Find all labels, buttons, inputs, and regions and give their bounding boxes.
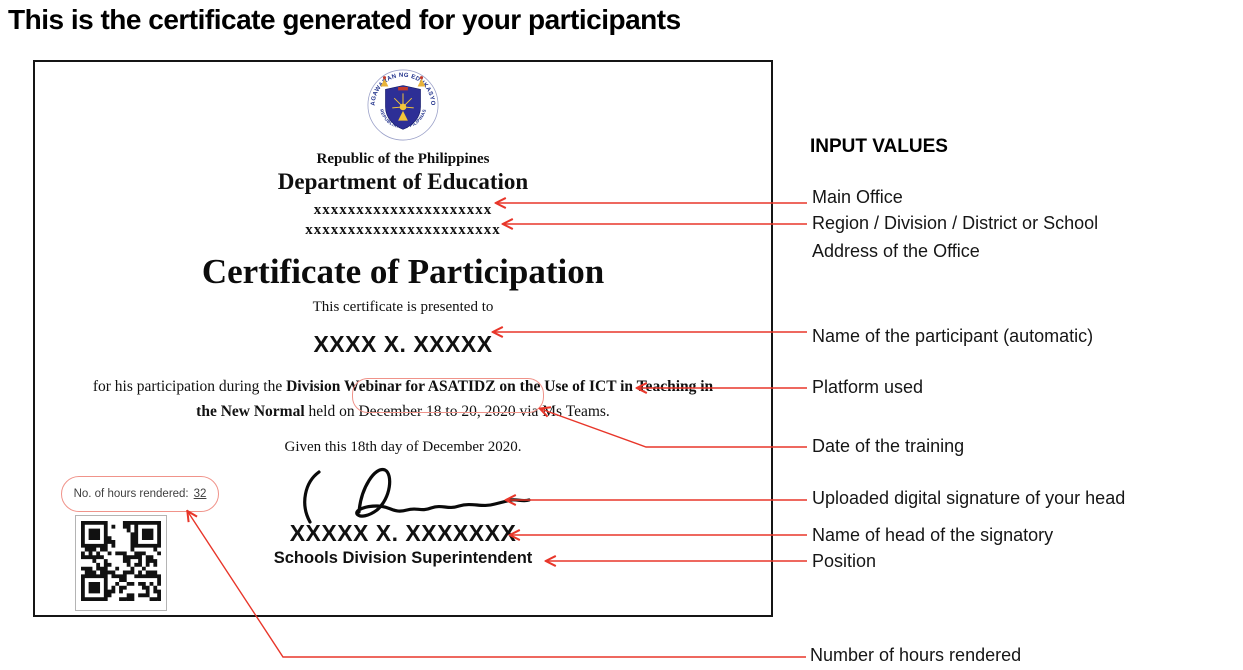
label-position: Position bbox=[812, 551, 877, 571]
deped-seal-icon: KAGAWARAN NG EDUKASYON REPUBLIKA NG PILI… bbox=[35, 64, 771, 147]
label-head-name: Name of head of the signatory bbox=[812, 525, 1054, 545]
signature-icon bbox=[303, 468, 531, 524]
given-line: Given this 18th day of December 2020. bbox=[284, 439, 522, 455]
certificate: KAGAWARAN NG EDUKASYON REPUBLIKA NG PILI… bbox=[33, 60, 773, 617]
certificate-title: Certificate of Participation bbox=[201, 252, 605, 291]
certificate-content: KAGAWARAN NG EDUKASYON REPUBLIKA NG PILI… bbox=[35, 62, 771, 456]
signatory-name: XXXXX X. XXXXXXX bbox=[289, 520, 517, 546]
hours-rendered-value: 32 bbox=[193, 488, 207, 500]
label-hours-rendered: Number of hours rendered bbox=[810, 645, 1022, 665]
hours-rendered-badge: No. of hours rendered: 32 bbox=[61, 476, 219, 512]
presented-line: This certificate is presented to bbox=[312, 299, 494, 315]
signatory-position: Schools Division Superintendent bbox=[273, 549, 533, 567]
input-values-header: INPUT VALUES bbox=[810, 136, 948, 157]
label-participant-name: Name of the participant (automatic) bbox=[812, 326, 1094, 346]
republic-line: Republic of the Philippines bbox=[316, 151, 490, 167]
training-date: December 18 to 20, 2020 bbox=[358, 403, 516, 420]
label-main-office: Main Office bbox=[812, 187, 903, 207]
hours-rendered-label: No. of hours rendered: bbox=[73, 488, 189, 500]
label-region-division: Region / Division / District or School bbox=[812, 213, 1099, 233]
platform-used: via Ms Teams. bbox=[515, 403, 610, 420]
label-office-address: Address of the Office bbox=[812, 241, 980, 261]
participant-name: XXXX X. XXXXX bbox=[313, 331, 493, 357]
department-line: Department of Education bbox=[277, 169, 529, 194]
signatory-block: XXXXX X. XXXXXXX Schools Division Superi… bbox=[215, 462, 591, 568]
label-digital-signature: Uploaded digital signature of your head bbox=[812, 488, 1126, 508]
region-division-placeholder: xxxxxxxxxxxxxxxxxxxxxxx bbox=[305, 222, 501, 238]
label-platform-used: Platform used bbox=[812, 377, 924, 397]
body-line-1: for his participation during the Divisio… bbox=[92, 378, 714, 395]
page-title: This is the certificate generated for yo… bbox=[8, 4, 681, 35]
body-line-2: the New Normal held on December 18 to 20… bbox=[196, 403, 610, 420]
certificate-body: for his participation during the Divisio… bbox=[53, 374, 753, 424]
label-training-date: Date of the training bbox=[812, 436, 965, 456]
qr-code bbox=[75, 515, 167, 611]
main-office-placeholder: xxxxxxxxxxxxxxxxxxxxx bbox=[313, 202, 493, 218]
